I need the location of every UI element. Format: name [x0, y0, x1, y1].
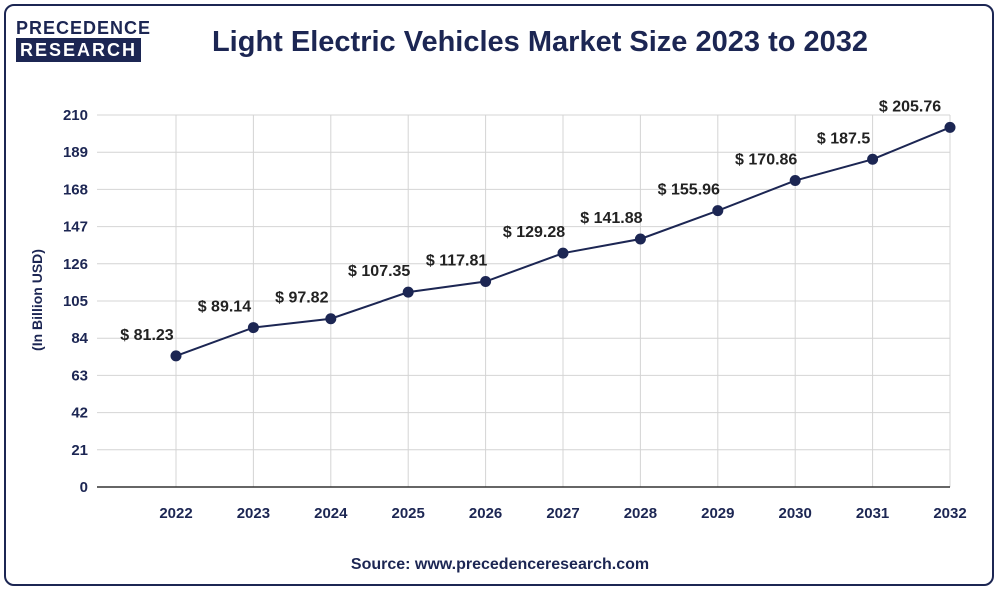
- y-tick-label: 42: [71, 405, 88, 422]
- data-point-2028: [634, 233, 646, 245]
- data-point-2032: [944, 121, 956, 133]
- chart-title: Light Electric Vehicles Market Size 2023…: [211, 26, 869, 58]
- data-label-2025: $ 107.35: [348, 263, 410, 280]
- x-tick-label: 2024: [314, 505, 348, 522]
- data-label-2027: $ 129.28: [503, 224, 565, 241]
- x-tick-label: 2028: [624, 505, 657, 522]
- data-label-2026: $ 117.81: [426, 253, 488, 270]
- y-tick-label: 189: [63, 144, 88, 161]
- chart-frame: [4, 4, 994, 586]
- x-tick-label: 2023: [237, 505, 270, 522]
- data-point-2023: [247, 322, 259, 334]
- y-tick-label: 147: [63, 219, 88, 236]
- y-tick-label: 126: [63, 256, 88, 273]
- grid-layer: [97, 114, 951, 487]
- label-layer: $ 81.23 $ 89.14 $ 97.82 $ 107.35 $ 117.81 $ 1…: [120, 98, 941, 344]
- data-label-2022: $ 81.23: [120, 327, 173, 344]
- logo-line-2: RESEARCH: [16, 38, 142, 62]
- data-point-2022: [170, 350, 182, 362]
- x-tick-label: 2027: [546, 505, 579, 522]
- x-tick-label: 2029: [701, 505, 734, 522]
- data-label-2029: $ 155.96: [658, 182, 720, 199]
- source-credit: Source: www.precedenceresearch.com: [350, 556, 650, 573]
- data-label-2031: $ 187.5: [817, 130, 870, 147]
- y-tick-label: 210: [63, 107, 88, 124]
- x-tick-label: 2031: [856, 505, 889, 522]
- brand-logo: PRECEDENCE RESEARCH: [16, 18, 152, 62]
- data-point-2027: [557, 247, 569, 259]
- x-tick-label: 2025: [392, 505, 425, 522]
- data-label-2023: $ 89.14: [198, 299, 251, 316]
- x-tick-label: 2030: [779, 505, 812, 522]
- axis-layer: 0 21 42 63 84 105 126 147 168 189 210 2022 2023 2024 2…: [63, 107, 967, 522]
- data-point-2025: [402, 286, 414, 298]
- data-label-2030: $ 170.86: [735, 152, 797, 169]
- data-point-2026: [480, 276, 492, 288]
- y-tick-label: 21: [71, 442, 88, 459]
- logo-line-1: PRECEDENCE: [16, 18, 152, 38]
- data-label-2028: $ 141.88: [580, 210, 642, 227]
- data-point-2031: [867, 153, 879, 165]
- x-tick-label: 2022: [159, 505, 192, 522]
- data-point-2030: [789, 175, 801, 187]
- y-tick-label: 84: [71, 330, 88, 347]
- x-tick-label: 2032: [933, 505, 966, 522]
- data-point-2029: [712, 205, 724, 217]
- y-tick-label: 63: [71, 367, 88, 384]
- data-label-2024: $ 97.82: [275, 290, 328, 307]
- y-axis-label: (In Billion USD): [29, 249, 45, 351]
- x-tick-label: 2026: [469, 505, 502, 522]
- y-tick-label: 105: [63, 293, 88, 310]
- point-layer: [170, 121, 956, 362]
- y-tick-label: 168: [63, 181, 88, 198]
- y-tick-label: 0: [80, 479, 88, 496]
- data-point-2024: [325, 313, 337, 325]
- data-label-2032: $ 205.76: [879, 98, 941, 115]
